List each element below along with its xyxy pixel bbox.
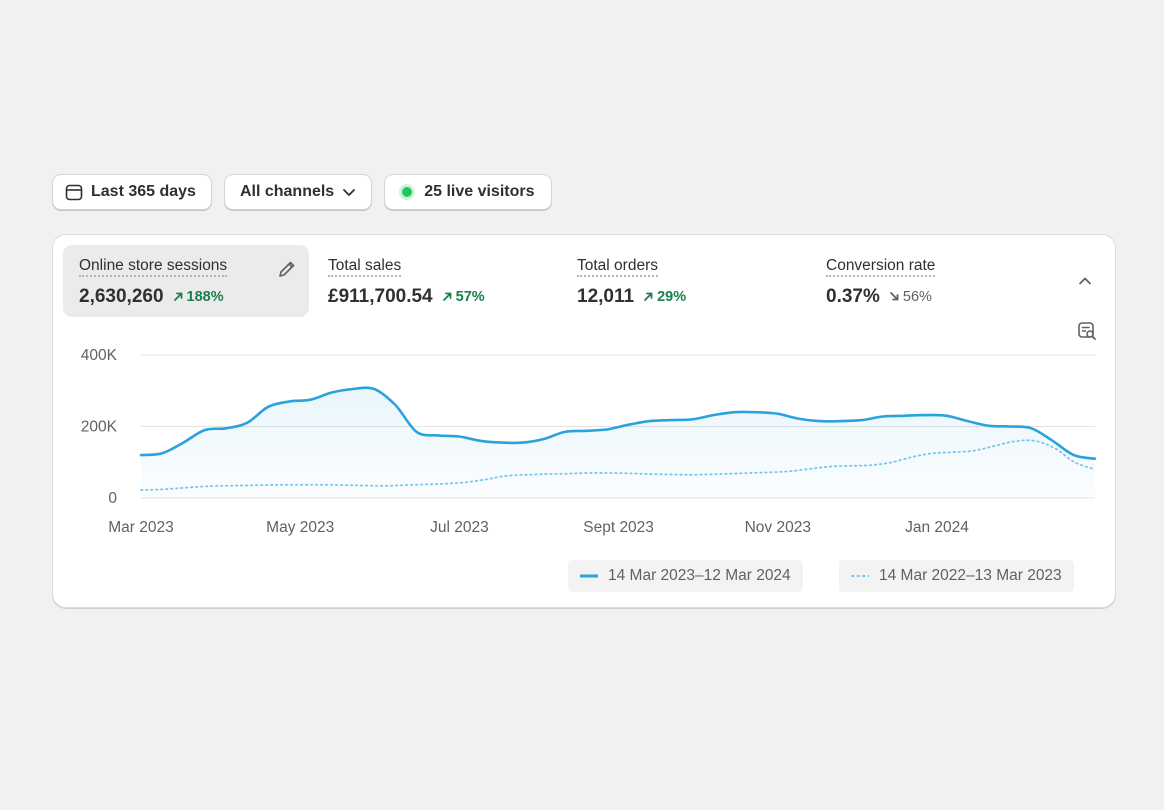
filter-bar: Last 365 days All channels 25 live visit…	[52, 174, 552, 210]
metric-value: 2,630,260	[79, 286, 164, 307]
legend-label: 14 Mar 2023–12 Mar 2024	[608, 567, 791, 584]
sessions-line-chart: 400K 200K 0 Mar 2023 May 2023 Jul 2023 Sept 2…	[81, 347, 1097, 536]
metric-value: 12,011	[577, 286, 635, 307]
metric-conversion-rate[interactable]: Conversion rate 0.37% 56%	[810, 245, 1056, 317]
solid-line-swatch-icon	[580, 574, 598, 578]
y-tick-label: 200K	[81, 419, 118, 436]
metric-change-value: 188%	[186, 288, 224, 305]
metric-total-orders[interactable]: Total orders 12,011 29%	[561, 245, 807, 317]
x-tick-label: May 2023	[266, 519, 334, 536]
date-range-label: Last 365 days	[91, 183, 196, 200]
metric-value: £911,700.54	[328, 286, 433, 307]
x-tick-label: Jan 2024	[905, 519, 969, 536]
metric-label: Total orders	[577, 257, 658, 277]
legend-item-comparison[interactable]: 14 Mar 2022–13 Mar 2023	[839, 560, 1074, 592]
legend-item-current[interactable]: 14 Mar 2023–12 Mar 2024	[568, 560, 803, 592]
dotted-line-swatch-icon	[851, 575, 869, 577]
comparison-series-line	[140, 439, 1096, 491]
chevron-up-icon[interactable]	[1077, 273, 1093, 289]
x-tick-label: Sept 2023	[583, 519, 654, 536]
metric-change-value: 56%	[902, 288, 932, 305]
primary-series-line	[139, 386, 1097, 460]
date-range-button[interactable]: Last 365 days	[52, 174, 212, 210]
calendar-icon	[65, 184, 83, 201]
pencil-icon[interactable]	[277, 259, 297, 279]
metric-label: Conversion rate	[826, 257, 936, 277]
metric-change: 57%	[442, 289, 485, 305]
metric-value: 0.37%	[826, 286, 880, 307]
live-indicator-icon	[402, 187, 413, 197]
metric-change: 188%	[173, 289, 224, 305]
x-tick-label: Mar 2023	[108, 519, 173, 536]
legend-label: 14 Mar 2022–13 Mar 2023	[879, 567, 1062, 584]
metric-change-value: 29%	[657, 288, 687, 305]
arrow-up-right-icon	[173, 292, 182, 301]
metric-online-store-sessions[interactable]: Online store sessions 2,630,260 188%	[63, 245, 309, 317]
arrow-up-right-icon	[442, 292, 452, 301]
metric-label: Total sales	[328, 257, 402, 277]
metric-change: 29%	[643, 289, 686, 305]
primary-series-area	[141, 387, 1095, 498]
metric-change: 56%	[889, 289, 932, 305]
channels-dropdown[interactable]: All channels	[223, 174, 373, 210]
arrow-down-right-icon	[889, 292, 899, 301]
y-tick-label: 400K	[81, 347, 118, 364]
explore-report-icon[interactable]	[1077, 321, 1097, 341]
analytics-card: Online store sessions 2,630,260 188% Tot…	[52, 234, 1116, 608]
x-tick-label: Nov 2023	[745, 519, 811, 536]
x-tick-label: Jul 2023	[430, 519, 489, 536]
metric-label: Online store sessions	[79, 257, 228, 277]
live-visitors-button[interactable]: 25 live visitors	[384, 174, 552, 210]
metric-change-value: 57%	[455, 288, 485, 305]
live-visitors-label: 25 live visitors	[424, 183, 535, 200]
metric-total-sales[interactable]: Total sales £911,700.54 57%	[312, 245, 558, 317]
channels-label: All channels	[239, 183, 335, 200]
chevron-down-icon	[343, 189, 356, 196]
y-tick-label: 0	[108, 490, 117, 507]
arrow-up-right-icon	[644, 292, 653, 301]
